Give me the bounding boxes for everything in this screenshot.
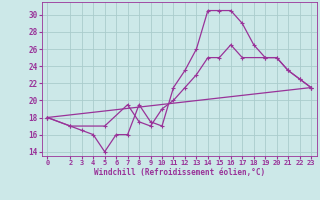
X-axis label: Windchill (Refroidissement éolien,°C): Windchill (Refroidissement éolien,°C) — [94, 168, 265, 177]
